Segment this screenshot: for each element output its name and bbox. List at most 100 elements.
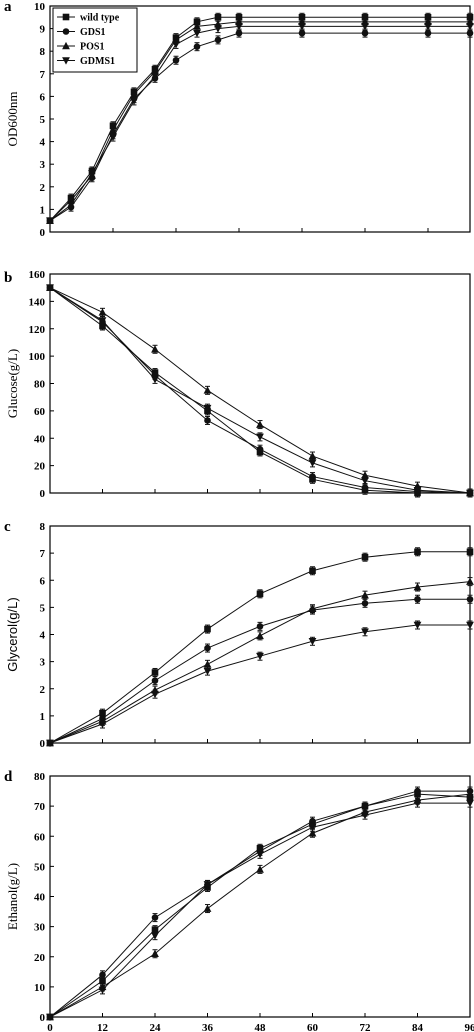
data-point-square <box>214 14 222 21</box>
y-tick-label: 70 <box>34 801 46 813</box>
y-tick-label: 5 <box>40 114 46 126</box>
data-point-triangle-down <box>361 23 369 31</box>
data-point-triangle-up <box>151 949 159 958</box>
data-point-square <box>235 14 243 21</box>
data-point-triangle-down <box>151 932 159 940</box>
data-point-circle <box>361 484 369 491</box>
series-line <box>49 551 470 744</box>
series-gdms1 <box>46 21 474 225</box>
data-point-circle <box>414 595 421 603</box>
data-point-circle <box>361 600 369 607</box>
series-line <box>49 793 471 1018</box>
series-line <box>49 624 470 744</box>
data-point-triangle-down <box>413 621 422 630</box>
data-point-square <box>466 548 474 556</box>
plot-frame <box>49 273 471 494</box>
series-line <box>49 287 471 494</box>
series-2 <box>46 786 474 1021</box>
series-4 <box>46 798 474 1022</box>
y-tick-label: 0 <box>40 227 46 239</box>
data-point-triangle-down <box>361 811 369 820</box>
series-line <box>49 287 470 494</box>
y-tick-label: 40 <box>34 433 46 445</box>
data-point-circle <box>99 971 106 979</box>
y-axis-label: Glucose(g/L) <box>5 349 20 418</box>
y-tick-label: 80 <box>34 771 46 783</box>
data-point-circle <box>466 29 474 37</box>
data-point-square <box>151 926 159 933</box>
data-point-triangle-down <box>308 459 317 467</box>
data-point-triangle-down <box>256 851 264 859</box>
legend-marker-circle <box>62 28 70 35</box>
y-tick-label: 2 <box>40 684 46 696</box>
data-point-triangle-up <box>256 865 264 873</box>
data-point-triangle-down <box>151 376 159 384</box>
y-axis-label: Ethanol(g/L) <box>5 863 20 930</box>
x-tick-label: 96 <box>465 1022 474 1032</box>
data-point-square <box>298 14 306 21</box>
data-point-square <box>193 18 201 26</box>
data-point-triangle-up <box>256 420 264 428</box>
legend-marker-square <box>62 13 70 21</box>
series-line <box>49 287 471 494</box>
panel-letter: c <box>4 519 11 535</box>
series-line <box>49 25 470 222</box>
x-tick-label: 36 <box>202 1022 214 1032</box>
data-point-triangle-up <box>98 308 107 316</box>
data-point-circle <box>235 29 243 37</box>
x-tick-label: 24 <box>150 1022 162 1032</box>
data-point-circle <box>298 29 306 37</box>
x-tick-label: 0 <box>47 1022 53 1032</box>
data-point-triangle-up <box>466 577 474 585</box>
y-tick-label: 3 <box>40 657 46 669</box>
data-point-triangle-down <box>203 667 212 676</box>
chart-panel-c: c 0 1 2 3 4 5 6 7 8 Glycerol(g/L) <box>4 519 474 750</box>
data-point-triangle-up <box>109 126 117 134</box>
plot-frame <box>49 775 471 1018</box>
chart-panel-a: a 0 1 2 3 4 5 6 7 8 9 10 OD600nm wild type GDS1 POS1 GDM… <box>4 0 474 239</box>
y-tick-label: 160 <box>29 269 46 281</box>
data-point-circle <box>172 56 180 64</box>
data-point-square <box>361 14 369 21</box>
data-point-circle <box>193 43 201 50</box>
y-tick-label: 50 <box>34 861 46 873</box>
y-tick-label: 60 <box>34 406 46 418</box>
data-point-triangle-up <box>413 582 422 591</box>
series-1 <box>46 789 474 1021</box>
data-point-triangle-down <box>413 486 422 495</box>
legend-entry: GDS1 <box>80 27 106 38</box>
series-line <box>49 790 470 1018</box>
y-tick-label: 120 <box>29 324 46 336</box>
data-point-circle <box>151 677 159 684</box>
data-point-square <box>361 553 369 561</box>
y-tick-label: 2 <box>40 182 46 194</box>
data-point-square <box>424 14 432 21</box>
series-line <box>49 581 471 744</box>
y-tick-label: 9 <box>40 24 46 36</box>
y-tick-label: 0 <box>40 738 46 750</box>
series-line <box>49 598 470 744</box>
chart-panel-b: b 0 20 40 60 80 100 120 140 160 Glucose(g/L) <box>4 269 474 500</box>
y-tick-label: 6 <box>40 575 46 587</box>
data-point-triangle-down <box>193 29 201 38</box>
data-point-circle <box>204 644 211 652</box>
data-point-square <box>109 122 117 130</box>
y-tick-label: 60 <box>34 831 46 843</box>
data-point-square <box>414 548 421 556</box>
data-point-circle <box>151 914 159 921</box>
data-point-triangle-down <box>361 477 369 485</box>
y-tick-label: 10 <box>34 982 46 994</box>
data-point-triangle-up <box>193 22 201 30</box>
data-point-circle <box>424 29 432 37</box>
data-point-circle <box>414 787 421 795</box>
y-tick-label: 4 <box>40 630 46 642</box>
series-3 <box>46 577 474 747</box>
y-tick-label: 7 <box>40 69 46 81</box>
x-tick-label: 60 <box>307 1022 319 1032</box>
data-point-square <box>256 590 264 598</box>
data-point-triangle-down <box>256 652 264 661</box>
data-point-triangle-up <box>203 904 212 912</box>
data-point-triangle-up <box>361 591 369 599</box>
y-axis-label: OD600nm <box>5 92 20 147</box>
